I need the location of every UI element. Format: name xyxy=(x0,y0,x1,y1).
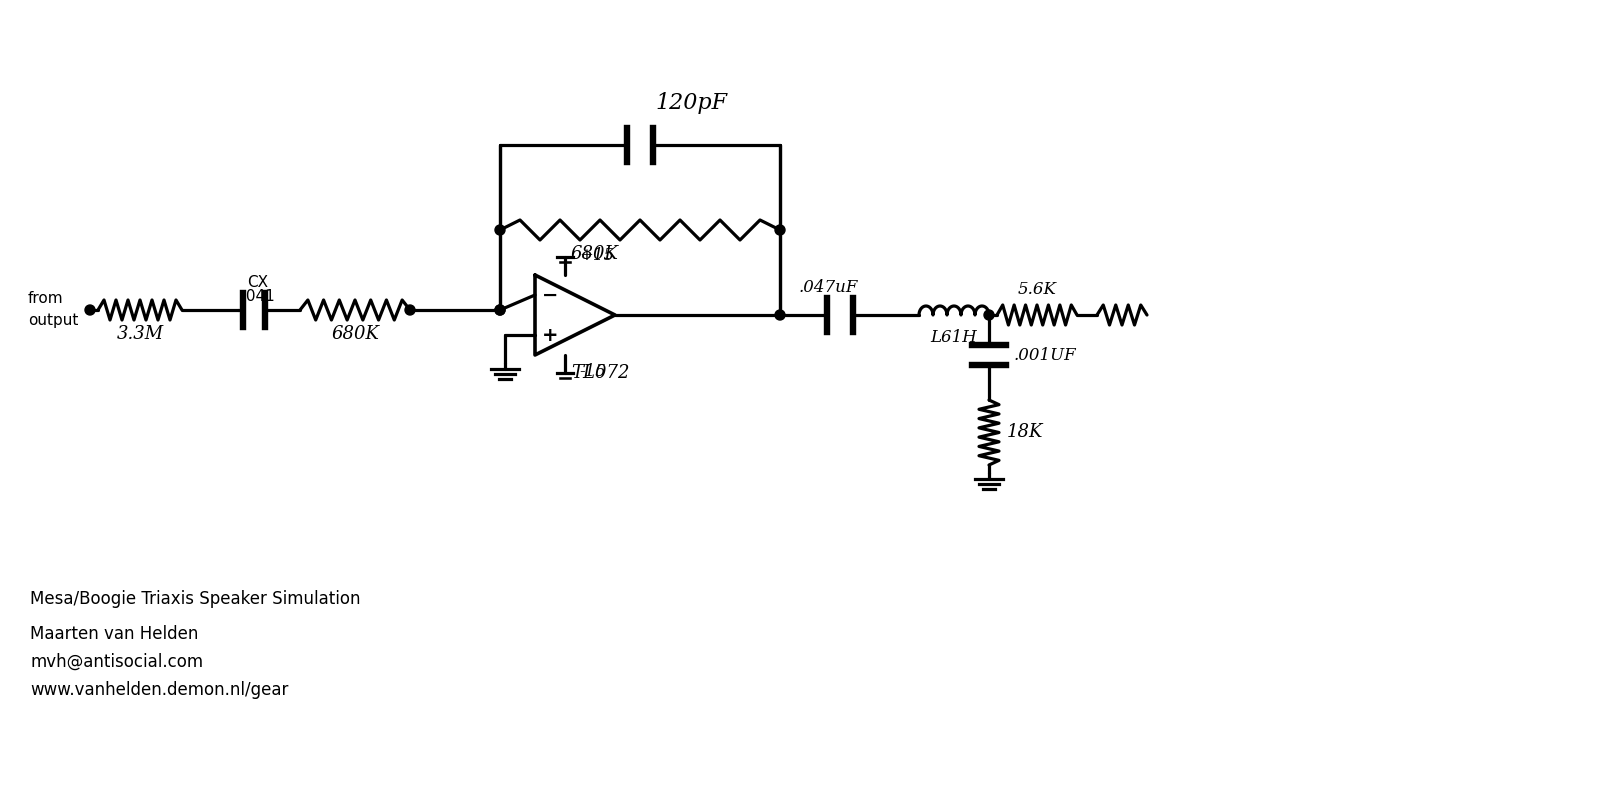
Text: .001UF: .001UF xyxy=(1014,346,1077,363)
Circle shape xyxy=(984,310,994,320)
Circle shape xyxy=(494,225,506,235)
Text: .041: .041 xyxy=(242,289,275,303)
Circle shape xyxy=(85,305,94,315)
Text: 3.3M: 3.3M xyxy=(117,325,163,343)
Circle shape xyxy=(494,305,506,315)
Circle shape xyxy=(774,310,786,320)
Text: −: − xyxy=(542,286,558,304)
Text: 120pF: 120pF xyxy=(654,92,726,114)
Text: output: output xyxy=(29,312,78,328)
Text: +15: +15 xyxy=(579,247,614,264)
Text: +: + xyxy=(542,325,558,345)
Text: Mesa/Boogie Triaxis Speaker Simulation: Mesa/Boogie Triaxis Speaker Simulation xyxy=(30,590,360,608)
Text: L61H: L61H xyxy=(931,328,978,345)
Circle shape xyxy=(774,225,786,235)
Circle shape xyxy=(405,305,414,315)
Text: 5.6K: 5.6K xyxy=(1018,281,1056,298)
Text: -15: -15 xyxy=(579,362,606,379)
Text: TL072: TL072 xyxy=(571,364,629,382)
Text: Maarten van Helden
mvh@antisocial.com
www.vanhelden.demon.nl/gear: Maarten van Helden mvh@antisocial.com ww… xyxy=(30,625,288,699)
Text: 680K: 680K xyxy=(331,325,379,343)
Text: .047uF: .047uF xyxy=(798,278,858,295)
Circle shape xyxy=(494,305,506,315)
Text: 680K: 680K xyxy=(570,245,618,263)
Text: from: from xyxy=(29,290,64,306)
Text: 18K: 18K xyxy=(1006,423,1043,441)
Text: CX: CX xyxy=(248,274,269,290)
